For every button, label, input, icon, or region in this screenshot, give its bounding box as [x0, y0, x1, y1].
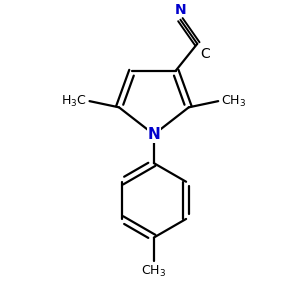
Text: C: C [200, 47, 210, 61]
Text: N: N [175, 3, 186, 17]
Text: H$_3$C: H$_3$C [61, 94, 86, 109]
Text: N: N [148, 127, 160, 142]
Text: CH$_3$: CH$_3$ [141, 264, 166, 279]
Text: CH$_3$: CH$_3$ [221, 94, 246, 109]
